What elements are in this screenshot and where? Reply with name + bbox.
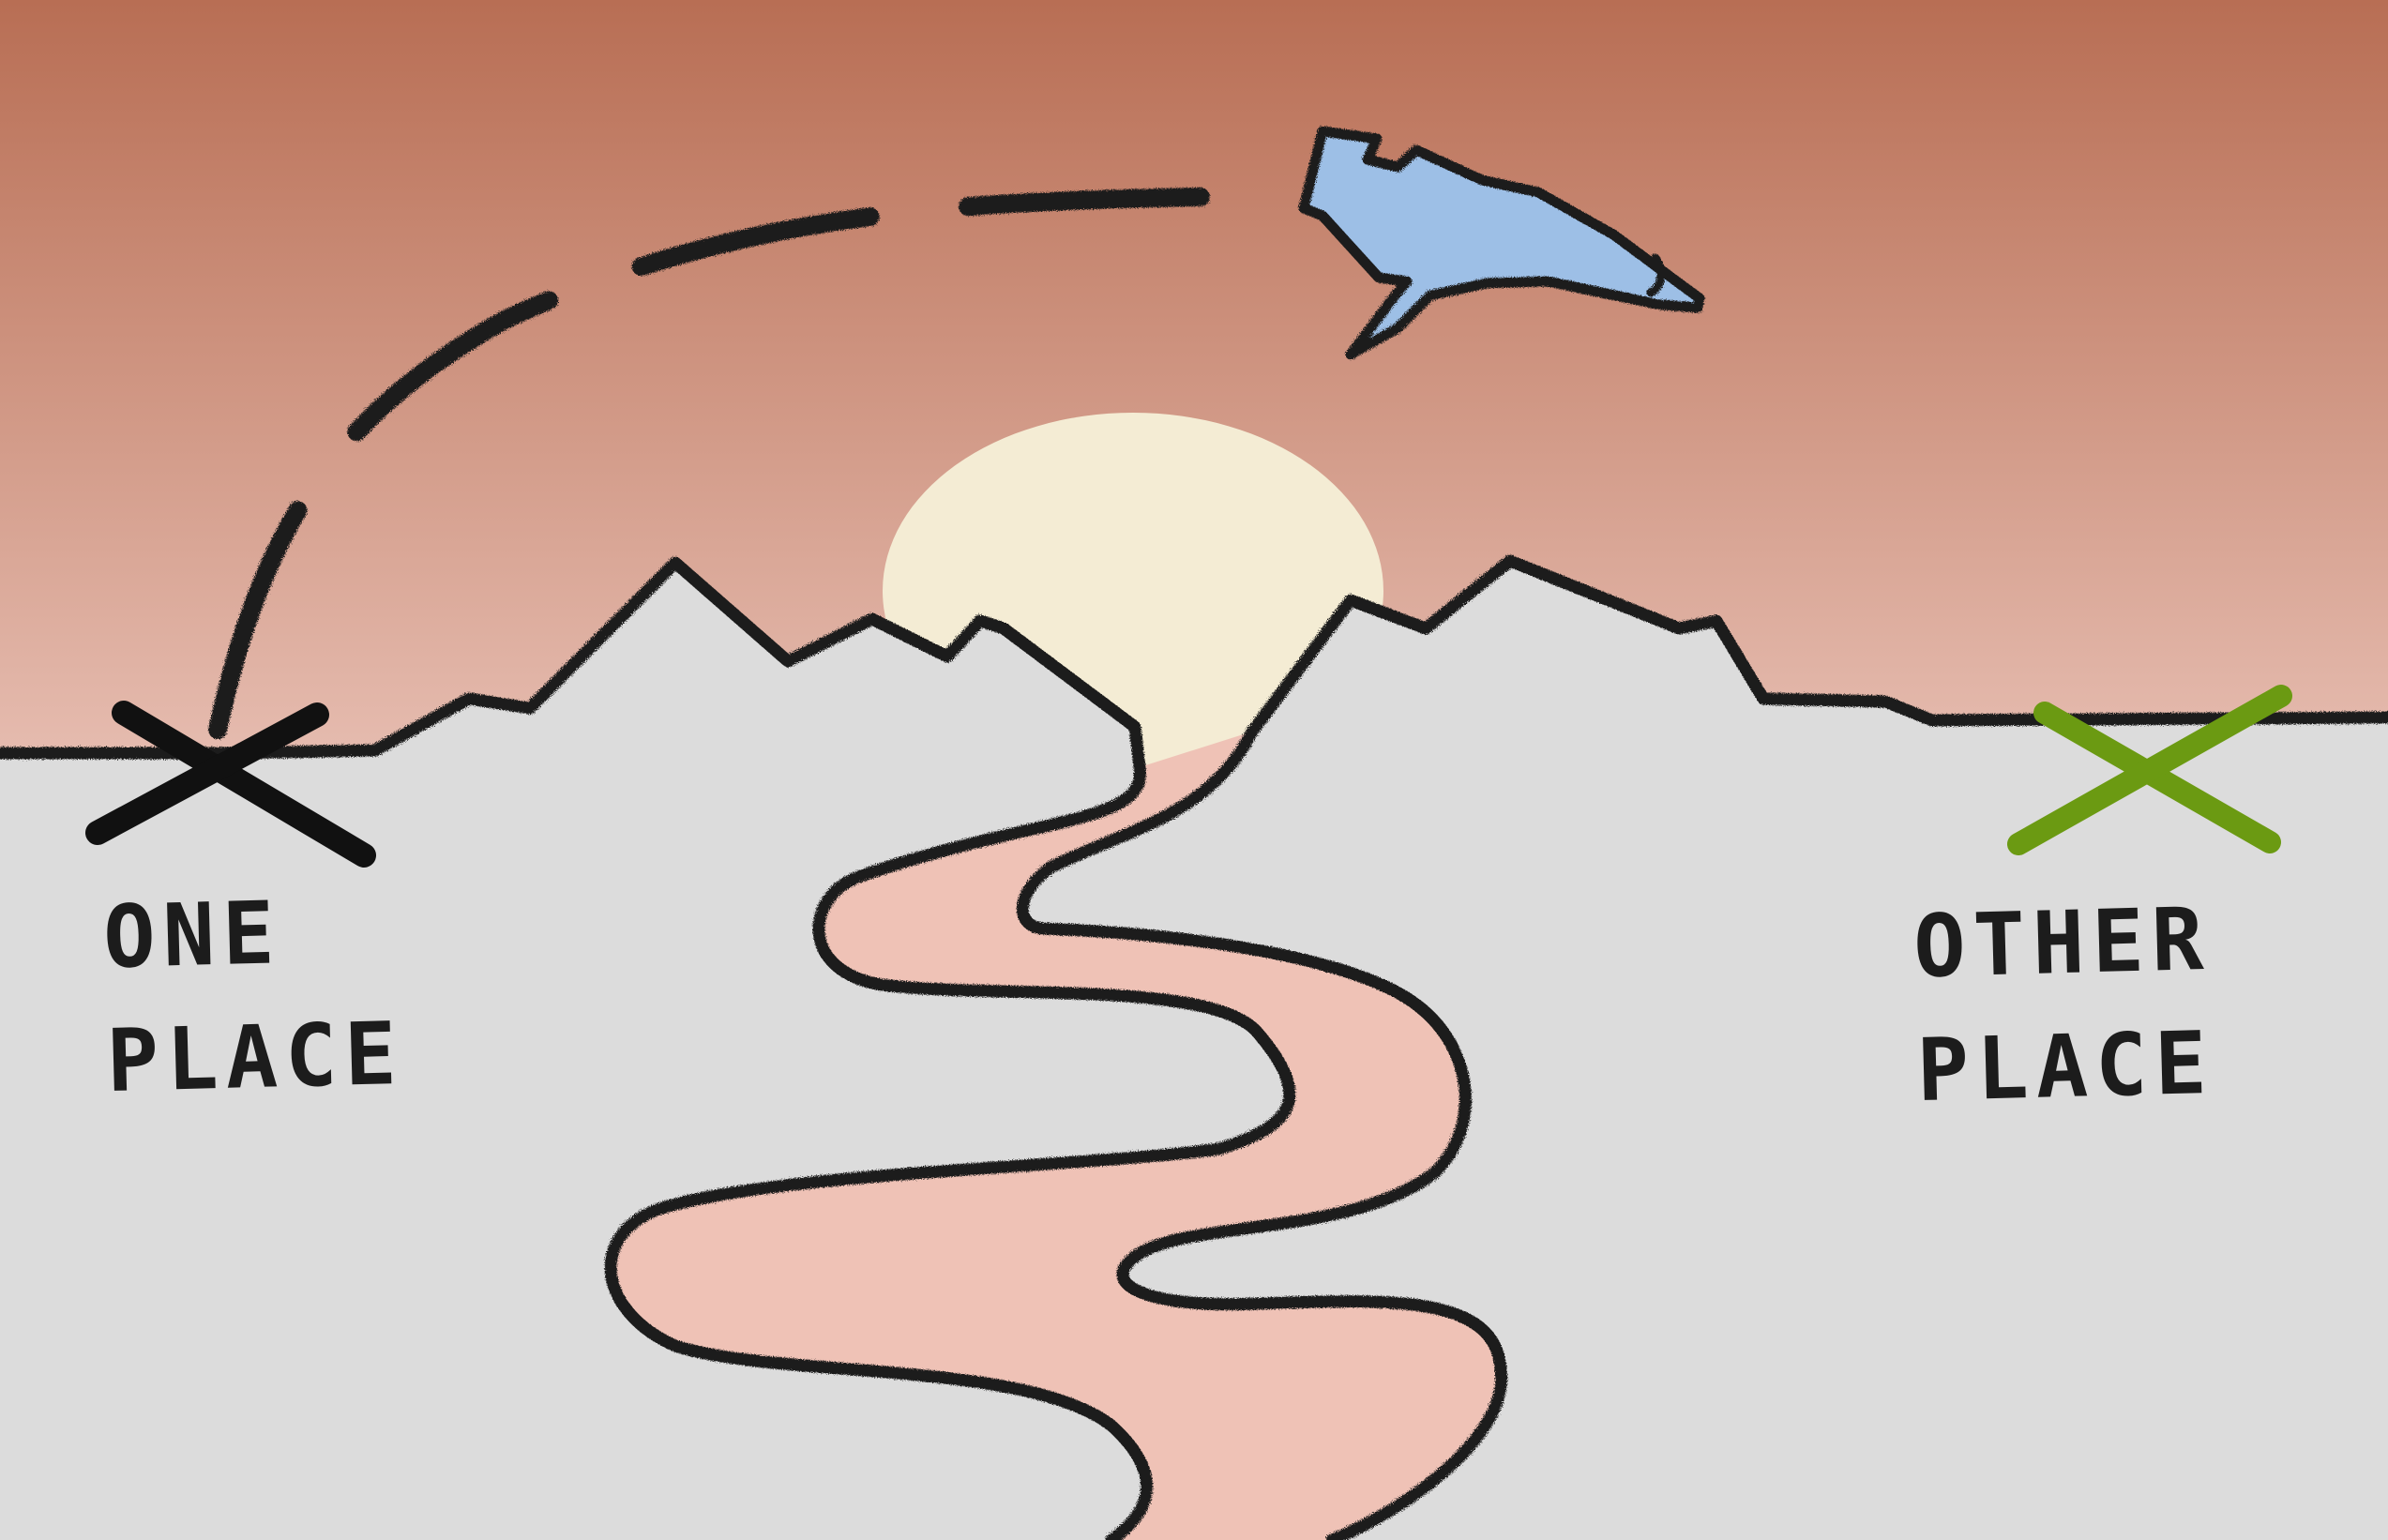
river-bank-left [604,761,1296,1540]
destination-label-line-2: PLACE [1915,1012,2216,1122]
origin-label-line-2: PLACE [105,1003,406,1112]
origin-x-mark-icon [85,701,376,868]
destination-label-line-1: OTHER [1912,888,2213,998]
origin-label-line-1: ONE [101,883,283,989]
mountain-ridge-outline [0,554,2388,774]
flight-path-dashed-arc [208,188,1210,739]
river [611,732,1502,1540]
river-bank-right [1016,725,1508,1540]
mountain-range [0,561,2388,1540]
airplane-icon [1298,126,1705,360]
destination-label: OTHER PLACE [1912,878,2216,1133]
origin-label: ONE PLACE [102,868,406,1124]
destination-x-mark-icon [2007,685,2292,855]
